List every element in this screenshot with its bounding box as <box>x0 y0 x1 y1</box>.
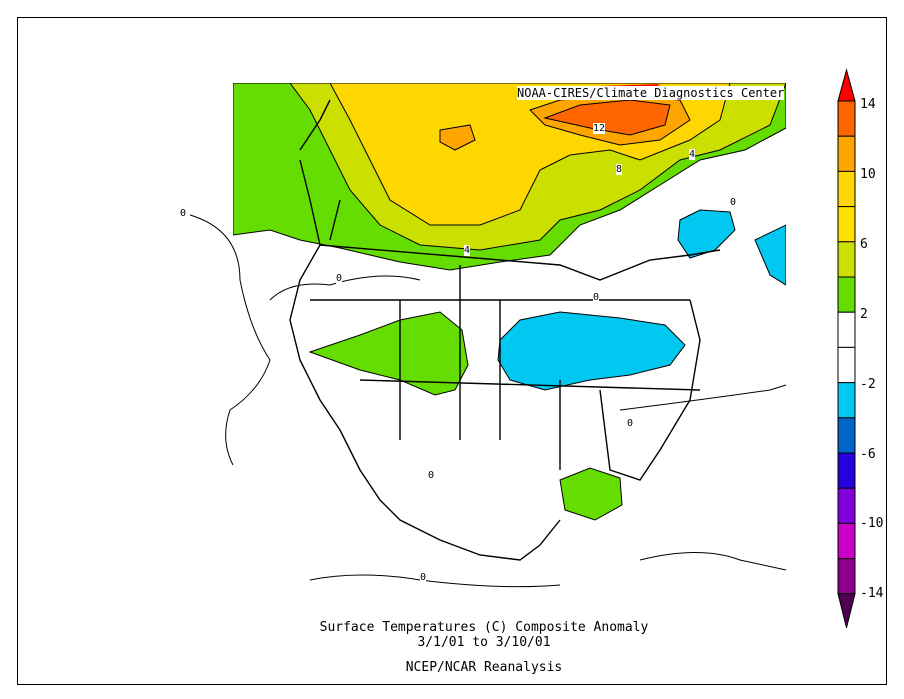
colorbar-label: -14 <box>860 586 884 601</box>
colorbar-box <box>837 170 856 208</box>
colorbar-label: -6 <box>860 447 876 462</box>
credit-label: NOAA-CIRES/Climate Diagnostics Center <box>517 86 785 100</box>
anomaly-orange-small <box>439 124 476 151</box>
colorbar-label: -2 <box>860 377 876 392</box>
colorbar-box <box>837 522 856 560</box>
colorbar-box <box>837 206 856 243</box>
contour-label: 0 <box>428 470 435 481</box>
colorbar-box <box>837 487 856 524</box>
colorbar-box <box>837 382 856 419</box>
colorbar-box <box>837 135 856 172</box>
coastlines-borders <box>289 99 721 561</box>
anomaly-cyan-atlantic <box>754 224 786 286</box>
colorbar-upper-arrow <box>837 68 856 102</box>
anomaly-cyan-northeast <box>677 209 736 259</box>
colorbar-label: -10 <box>860 516 884 531</box>
contour-label: 8 <box>616 164 623 175</box>
anomaly-green-colorado <box>308 311 469 396</box>
contour-label: 4 <box>689 149 696 160</box>
contour-label: 12 <box>593 123 606 134</box>
anomaly-fields <box>233 83 786 521</box>
colorbar-box <box>837 100 856 137</box>
colorbar-label: 14 <box>860 97 876 112</box>
colorbar-box <box>837 417 856 454</box>
chart-source: NCEP/NCAR Reanalysis <box>405 660 563 675</box>
colorbar-label: 6 <box>860 237 868 252</box>
chart-date-range: 3/1/01 to 3/10/01 <box>417 635 551 650</box>
colorbar-box <box>837 241 856 278</box>
colorbar-label: 2 <box>860 307 868 322</box>
contour-label: 0 <box>593 292 600 303</box>
colorbar-box <box>837 346 856 384</box>
plot-frame <box>17 17 887 685</box>
contour-label: 0 <box>336 273 343 284</box>
colorbar-box <box>837 558 856 595</box>
contour-label: 0 <box>730 197 737 208</box>
chart-title: Surface Temperatures (C) Composite Anoma… <box>319 620 649 635</box>
contour-label: 4 <box>464 245 471 256</box>
contour-label: 0 <box>420 572 427 583</box>
colorbar-box <box>837 276 856 313</box>
colorbar-box <box>837 452 856 489</box>
contour-label: 0 <box>627 418 634 429</box>
colorbar-box <box>837 311 856 348</box>
contour-label: 0 <box>180 208 187 219</box>
colorbar-lower-arrow <box>837 593 856 628</box>
colorbar-label: 10 <box>860 167 876 182</box>
anomaly-green-gulf <box>559 467 623 521</box>
anomaly-cyan-ohio <box>497 311 686 391</box>
